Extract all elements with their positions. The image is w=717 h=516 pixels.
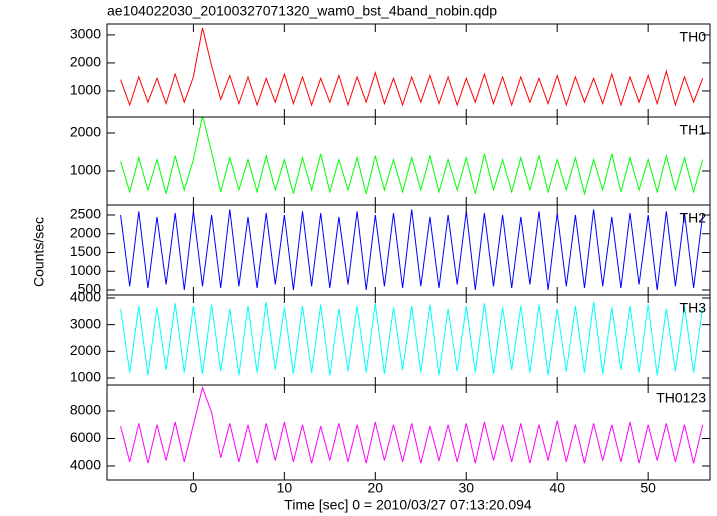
y-tick-label: 2000: [70, 54, 101, 70]
x-tick-label: 50: [640, 480, 656, 496]
y-tick-label: 3000: [70, 26, 101, 42]
y-tick-label: 1500: [70, 243, 101, 259]
panel-label: TH2: [680, 210, 707, 226]
y-tick-label: 2000: [70, 342, 101, 358]
y-tick-label: 1000: [70, 82, 101, 98]
y-tick-label: 4000: [70, 289, 101, 305]
y-tick-label: 6000: [70, 429, 101, 445]
y-tick-label: 3000: [70, 315, 101, 331]
data-line: [120, 385, 704, 464]
chart-title: ae104022030_20100327071320_wam0_bst_4ban…: [107, 3, 497, 19]
y-tick-label: 500: [78, 281, 102, 297]
panel-label: TH0123: [656, 390, 706, 406]
panel-frame: [106, 384, 711, 481]
panel-frame: [106, 23, 711, 118]
y-axis-label: Counts/sec: [31, 217, 47, 287]
data-line: [120, 301, 704, 376]
y-tick-label: 4000: [70, 457, 101, 473]
y-tick-label: 1000: [70, 162, 101, 178]
y-tick-label: 1000: [70, 369, 101, 385]
x-tick-label: 30: [458, 480, 474, 496]
x-tick-label: 20: [368, 480, 384, 496]
data-line: [120, 117, 704, 196]
y-tick-label: 1000: [70, 262, 101, 278]
x-tick-label: 10: [277, 480, 293, 496]
panel-label: TH1: [680, 122, 707, 138]
y-tick-label: 2500: [70, 206, 101, 222]
y-tick-label: 8000: [70, 402, 101, 418]
x-tick-label: 40: [549, 480, 565, 496]
data-line: [120, 209, 704, 291]
x-tick-label: 0: [190, 480, 198, 496]
panel-frame: [106, 116, 711, 206]
panel-label: TH3: [680, 300, 707, 316]
x-axis-label: Time [sec] 0 = 2010/03/27 07:13:20.094: [284, 497, 532, 513]
y-tick-label: 2000: [70, 124, 101, 140]
y-tick-label: 2000: [70, 224, 101, 240]
panel-frame: [106, 204, 711, 296]
panel-label: TH0: [680, 29, 707, 45]
data-line: [120, 27, 704, 107]
